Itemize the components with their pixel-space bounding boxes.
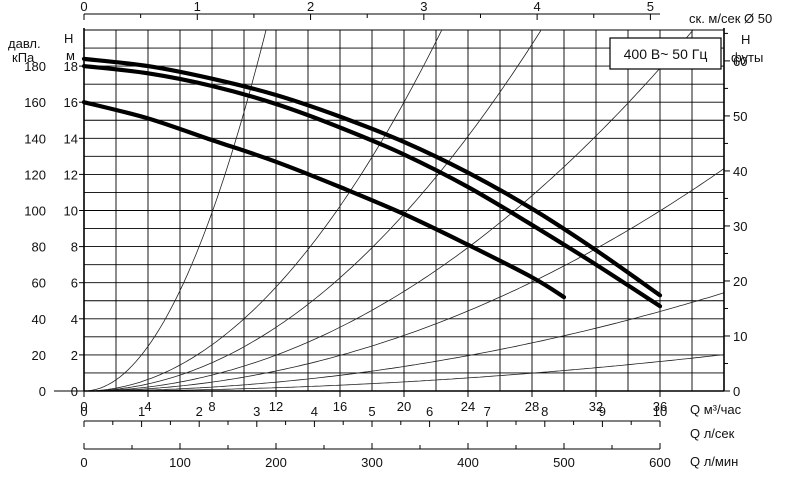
tick-label-m3h: 32 <box>589 399 603 414</box>
voltage-frequency-badge-text: 400 В~ 50 Гц <box>624 46 708 62</box>
tick-label-m3h: 12 <box>269 399 283 414</box>
tick-label-lmin: 500 <box>553 455 575 470</box>
pump-curve <box>81 63 663 309</box>
voltage-frequency-badge <box>609 37 722 70</box>
x-axis-label-m3h: Q м³/час <box>690 402 742 417</box>
tick-label-ls: 1 <box>138 404 145 419</box>
x-axis-label-lmin: Q л/мин <box>690 454 738 469</box>
tick-label-m3h: 4 <box>144 399 151 414</box>
tick-label-head-m: 18 <box>64 59 78 74</box>
tick-label-feet: 40 <box>733 164 747 179</box>
tick-label-head-m: 2 <box>71 348 78 363</box>
pump-curve <box>81 56 663 298</box>
tick-label-velocity: 5 <box>647 0 654 14</box>
tick-label-m3h: 36 <box>653 399 667 414</box>
tick-label-head-m: 14 <box>64 131 78 146</box>
tick-label-ls: 0 <box>80 404 87 419</box>
left-pressure-label-line1: давл. <box>8 36 41 51</box>
tick-label-velocity: 4 <box>534 0 541 14</box>
tick-label-m3h: 24 <box>461 399 475 414</box>
tick-label-feet: 60 <box>733 54 747 69</box>
tick-label-m3h: 16 <box>333 399 347 414</box>
tick-label-lmin: 0 <box>80 455 87 470</box>
tick-label-head-m: 16 <box>64 95 78 110</box>
tick-label-ls: 9 <box>599 404 606 419</box>
right-head-label-line2: футы <box>731 50 763 65</box>
tick-label-ls: 7 <box>484 404 491 419</box>
tick-label-pressure-kpa: 160 <box>24 95 46 110</box>
pump-curve <box>81 100 567 300</box>
tick-label-velocity: 0 <box>80 0 87 14</box>
tick-label-m3h: 8 <box>208 399 215 414</box>
tick-label-feet: 20 <box>733 274 747 289</box>
tick-label-m3h: 28 <box>525 399 539 414</box>
left-pressure-label-line2: кПа <box>12 50 35 65</box>
system-curve <box>84 29 443 392</box>
tick-label-pressure-kpa: 80 <box>32 240 46 255</box>
system-curve <box>83 29 267 392</box>
tick-label-pressure-kpa: 120 <box>24 167 46 182</box>
tick-label-ls: 5 <box>368 404 375 419</box>
tick-label-feet: 10 <box>733 329 747 344</box>
system-curves <box>83 29 725 392</box>
tick-label-ls: 4 <box>311 404 318 419</box>
tick-label-lmin: 600 <box>649 455 671 470</box>
system-curve <box>84 292 725 392</box>
tick-label-head-m: 8 <box>71 240 78 255</box>
tick-label-pressure-kpa: 0 <box>39 384 46 399</box>
right-head-label-line1: H <box>741 32 750 47</box>
tick-label-lmin: 200 <box>265 455 287 470</box>
tick-label-ls: 2 <box>196 404 203 419</box>
system-curve <box>84 29 542 392</box>
tick-label-ls: 6 <box>426 404 433 419</box>
top-velocity-axis-label: ск. м/сек Ø 50 <box>689 11 772 26</box>
pump-curves <box>81 56 663 309</box>
tick-label-pressure-kpa: 40 <box>32 312 46 327</box>
tick-label-ls: 3 <box>253 404 260 419</box>
tick-label-head-m: 4 <box>71 312 78 327</box>
system-curve <box>84 354 725 392</box>
tick-label-lmin: 300 <box>361 455 383 470</box>
tick-label-pressure-kpa: 180 <box>24 59 46 74</box>
tick-label-m3h: 20 <box>397 399 411 414</box>
tick-label-head-m: 12 <box>64 167 78 182</box>
tick-label-feet: 30 <box>733 219 747 234</box>
tick-label-m3h: 0 <box>80 399 87 414</box>
tick-label-ls: 10 <box>653 404 667 419</box>
tick-label-head-m: 6 <box>71 276 78 291</box>
tick-label-lmin: 100 <box>169 455 191 470</box>
tick-label-velocity: 2 <box>307 0 314 14</box>
tick-label-pressure-kpa: 20 <box>32 348 46 363</box>
grid <box>83 29 725 392</box>
tick-label-pressure-kpa: 100 <box>24 204 46 219</box>
tick-label-lmin: 400 <box>457 455 479 470</box>
x-axis-label-ls: Q л/сек <box>690 426 735 441</box>
left-head-label-line1: H <box>64 31 73 46</box>
tick-label-head-m: 10 <box>64 204 78 219</box>
tick-label-feet: 0 <box>733 384 740 399</box>
tick-label-ls: 8 <box>541 404 548 419</box>
tick-label-velocity: 3 <box>420 0 427 14</box>
tick-label-feet: 50 <box>733 109 747 124</box>
system-curve <box>84 29 694 392</box>
system-curve <box>84 168 725 392</box>
tick-label-pressure-kpa: 140 <box>24 131 46 146</box>
tick-label-pressure-kpa: 60 <box>32 276 46 291</box>
tick-label-velocity: 1 <box>194 0 201 14</box>
left-head-label-line2: м <box>66 48 75 63</box>
axes: 0246810121416180204060801001201401601800… <box>24 0 747 470</box>
